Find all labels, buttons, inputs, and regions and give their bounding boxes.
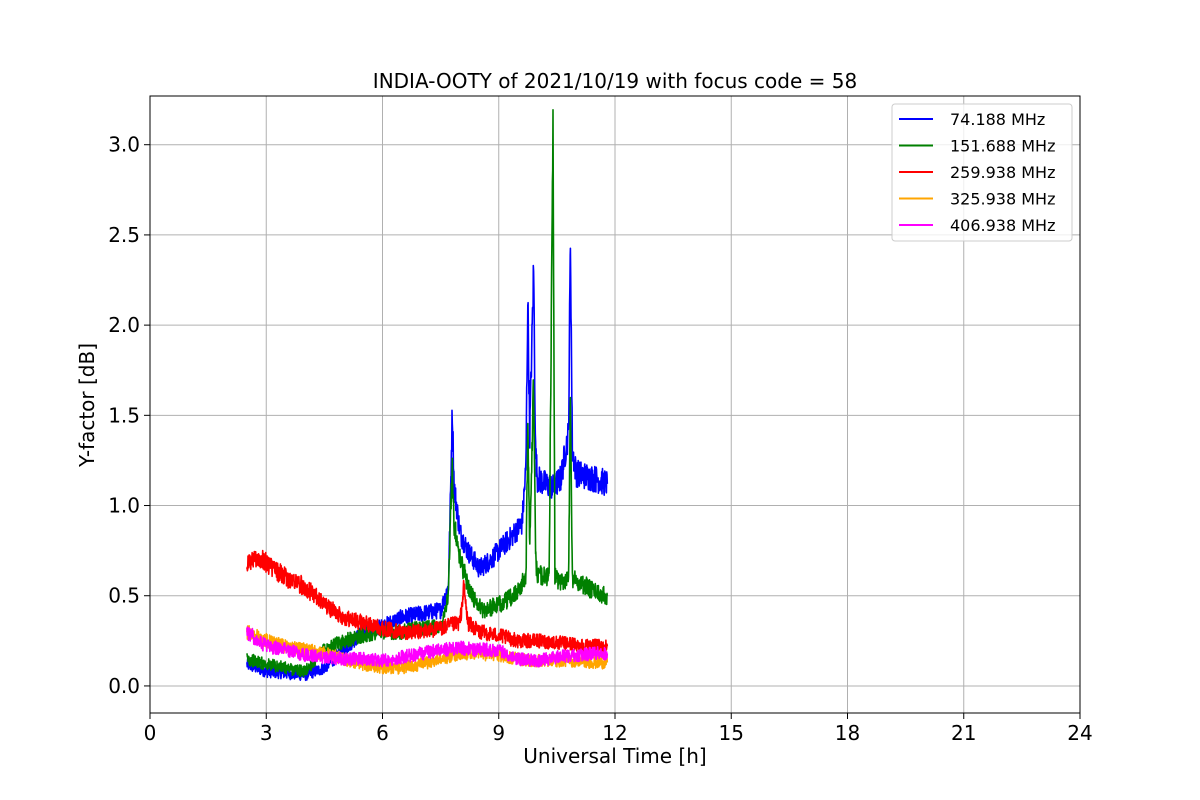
series-line-4: [246, 626, 609, 668]
x-tick-label: 9: [492, 721, 505, 745]
tick-layer: 0 3 6 9 12 15 18 21 24 0.0 0.5 1.0 1.5 2.0 2.5 3.0: [108, 133, 1093, 745]
x-tick-label: 18: [835, 721, 860, 745]
y-tick-label: 0.5: [108, 584, 140, 608]
x-tick-label: 12: [602, 721, 627, 745]
legend-label-0: 74.188 MHz: [950, 110, 1045, 129]
legend-label-2: 259.938 MHz: [950, 163, 1055, 182]
x-tick-label: 3: [260, 721, 273, 745]
x-tick-label: 0: [144, 721, 157, 745]
x-tick-label: 15: [719, 721, 744, 745]
x-axis-label: Universal Time [h]: [523, 744, 706, 768]
legend-label-1: 151.688 MHz: [950, 137, 1055, 156]
x-tick-label: 24: [1067, 721, 1092, 745]
y-tick-label: 2.0: [108, 313, 140, 337]
series-line-1: [246, 109, 609, 678]
legend-label-3: 325.938 MHz: [950, 190, 1055, 209]
x-tick-label: 21: [951, 721, 976, 745]
y-axis-label: Y-factor [dB]: [75, 343, 99, 468]
y-tick-label: 1.5: [108, 403, 140, 427]
series-layer: [246, 109, 609, 682]
series-line-0: [246, 247, 609, 682]
legend-label-4: 406.938 MHz: [950, 216, 1055, 235]
legend: 74.188 MHz 151.688 MHz 259.938 MHz 325.938 …: [891, 103, 1073, 242]
series-line-2: [246, 549, 609, 654]
legend-box: [891, 103, 1073, 242]
y-tick-label: 0.0: [108, 674, 140, 698]
y-tick-label: 3.0: [108, 133, 140, 157]
y-tick-label: 1.0: [108, 494, 140, 518]
chart-title: INDIA-OOTY of 2021/10/19 with focus code…: [373, 69, 857, 93]
x-tick-label: 6: [376, 721, 389, 745]
y-tick-label: 2.5: [108, 223, 140, 247]
